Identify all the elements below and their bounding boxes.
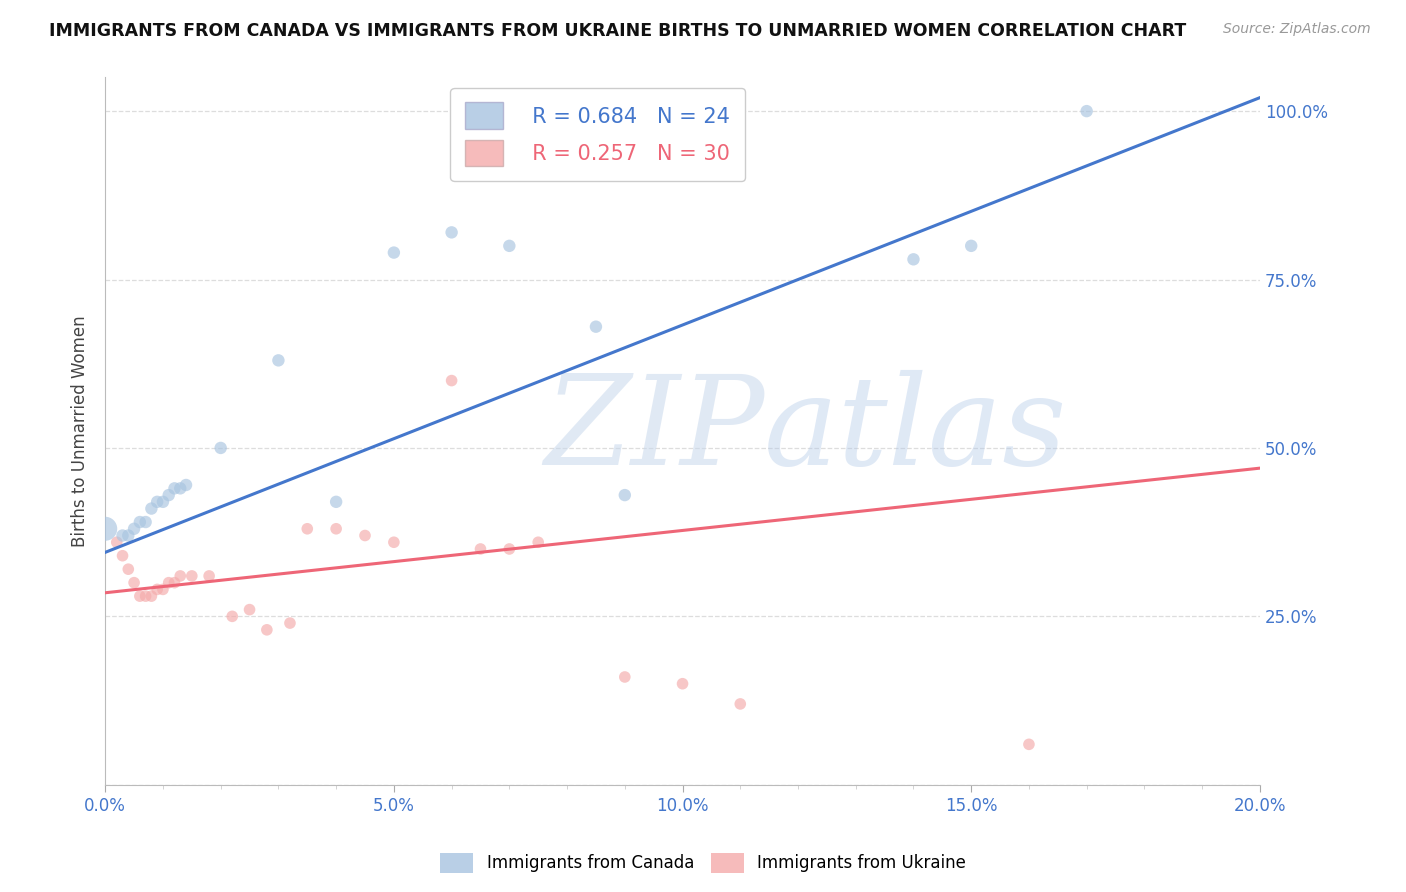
Point <box>157 575 180 590</box>
Point <box>382 245 405 260</box>
Legend: Immigrants from Canada, Immigrants from Ukraine: Immigrants from Canada, Immigrants from … <box>433 847 973 880</box>
Point <box>440 226 463 240</box>
Point <box>157 488 180 502</box>
Point <box>169 481 191 495</box>
Text: IMMIGRANTS FROM CANADA VS IMMIGRANTS FROM UKRAINE BIRTHS TO UNMARRIED WOMEN CORR: IMMIGRANTS FROM CANADA VS IMMIGRANTS FRO… <box>49 22 1187 40</box>
Point <box>238 602 260 616</box>
Point <box>163 575 186 590</box>
Point <box>141 501 163 516</box>
Point <box>903 252 925 267</box>
Point <box>111 549 134 563</box>
Point <box>498 239 520 253</box>
Point <box>163 481 186 495</box>
Point <box>267 353 290 368</box>
Point <box>671 676 693 690</box>
Point <box>470 541 492 556</box>
Point <box>128 589 150 603</box>
Point <box>297 522 319 536</box>
Point <box>141 589 163 603</box>
Point <box>122 522 145 536</box>
Point <box>111 528 134 542</box>
Point <box>135 515 157 529</box>
Text: Source: ZipAtlas.com: Source: ZipAtlas.com <box>1223 22 1371 37</box>
Point <box>613 670 636 684</box>
Point <box>613 488 636 502</box>
Point <box>146 495 169 509</box>
Point <box>209 441 232 455</box>
Point <box>152 582 174 597</box>
Point <box>527 535 550 549</box>
Text: ZIP: ZIP <box>544 370 765 491</box>
Point <box>278 616 301 631</box>
Point <box>180 569 202 583</box>
Point <box>105 535 128 549</box>
Point <box>382 535 405 549</box>
Point <box>1018 737 1040 751</box>
Text: atlas: atlas <box>763 370 1067 491</box>
Point <box>325 522 347 536</box>
Point <box>354 528 377 542</box>
Point <box>135 589 157 603</box>
Point <box>198 569 221 583</box>
Point <box>122 575 145 590</box>
Point <box>440 374 463 388</box>
Point <box>128 515 150 529</box>
Y-axis label: Births to Unmarried Women: Births to Unmarried Women <box>72 315 89 547</box>
Point <box>730 697 752 711</box>
Point <box>169 569 191 583</box>
Point <box>960 239 983 253</box>
Point <box>94 522 117 536</box>
Point <box>221 609 243 624</box>
Point <box>146 582 169 597</box>
Point <box>117 528 139 542</box>
Legend:   R = 0.684   N = 24,   R = 0.257   N = 30: R = 0.684 N = 24, R = 0.257 N = 30 <box>450 87 745 181</box>
Point <box>117 562 139 576</box>
Point <box>152 495 174 509</box>
Point <box>498 541 520 556</box>
Point <box>325 495 347 509</box>
Point <box>585 319 607 334</box>
Point <box>1076 104 1098 119</box>
Point <box>174 478 197 492</box>
Point <box>256 623 278 637</box>
